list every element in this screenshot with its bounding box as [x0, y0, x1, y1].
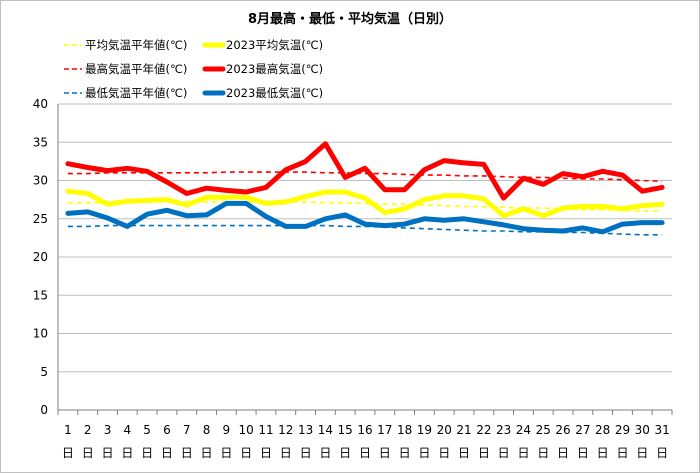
x-tick-suffix: 日: [597, 446, 609, 460]
x-tick-suffix: 日: [537, 446, 549, 460]
x-tick-label: 30: [635, 423, 650, 437]
x-tick-suffix: 日: [636, 446, 648, 460]
legend-label-4: 2023最高気温(℃): [226, 62, 323, 76]
y-tick-label: 20: [33, 250, 48, 264]
x-tick-label: 27: [575, 423, 590, 437]
series-line-4: [65, 141, 665, 201]
x-tick-label: 16: [357, 423, 372, 437]
x-tick-suffix: 日: [102, 446, 114, 460]
x-tick-label: 10: [239, 423, 254, 437]
x-tick-label: 7: [183, 423, 191, 437]
series-layer: [65, 141, 665, 236]
y-tick-label: 40: [33, 97, 48, 111]
x-tick-suffix: 日: [478, 446, 490, 460]
x-tick-label: 1: [64, 423, 72, 437]
x-tick-suffix: 日: [616, 446, 628, 460]
x-tick-suffix: 日: [656, 446, 668, 460]
x-tick-label: 5: [143, 423, 151, 437]
x-tick-label: 17: [377, 423, 392, 437]
x-tick-label: 2: [84, 423, 92, 437]
x-tick-suffix: 日: [458, 446, 470, 460]
axis-layer: 05101520253035401日2日3日4日5日6日7日8日9日10日11日…: [33, 97, 673, 460]
x-tick-suffix: 日: [399, 446, 411, 460]
legend-label-1: 平均気温平年値(℃): [85, 38, 187, 52]
x-tick-label: 15: [338, 423, 353, 437]
series-line-6: [65, 200, 665, 235]
x-tick-label: 23: [496, 423, 511, 437]
x-tick-label: 21: [456, 423, 471, 437]
x-tick-suffix: 日: [62, 446, 74, 460]
y-tick-label: 0: [40, 403, 48, 417]
x-tick-suffix: 日: [438, 446, 450, 460]
legend-label-3: 最高気温平年値(℃): [85, 62, 187, 76]
x-tick-label: 31: [654, 423, 669, 437]
grid-layer: [58, 103, 672, 411]
y-tick-label: 30: [33, 174, 48, 188]
x-tick-label: 12: [278, 423, 293, 437]
x-tick-suffix: 日: [161, 446, 173, 460]
legend-label-5: 最低気温平年値(℃): [85, 86, 187, 100]
x-tick-suffix: 日: [359, 446, 371, 460]
x-tick-suffix: 日: [201, 446, 213, 460]
legend-label-2: 2023平均気温(℃): [226, 38, 323, 52]
x-tick-label: 9: [223, 423, 231, 437]
x-tick-suffix: 日: [260, 446, 272, 460]
x-tick-suffix: 日: [141, 446, 153, 460]
x-tick-suffix: 日: [82, 446, 94, 460]
y-tick-label: 5: [40, 365, 48, 379]
y-tick-label: 25: [33, 212, 48, 226]
x-tick-label: 29: [615, 423, 630, 437]
x-tick-label: 11: [258, 423, 273, 437]
x-tick-label: 18: [397, 423, 412, 437]
x-tick-label: 6: [163, 423, 171, 437]
series-line-3: [67, 171, 663, 183]
y-tick-label: 35: [33, 135, 48, 149]
series-line-2: [65, 188, 665, 219]
legend-label-6: 2023最低気温(℃): [226, 86, 323, 100]
x-tick-suffix: 日: [379, 446, 391, 460]
x-tick-suffix: 日: [220, 446, 232, 460]
x-tick-suffix: 日: [121, 446, 133, 460]
x-tick-suffix: 日: [300, 446, 312, 460]
chart-title: 8月最高・最低・平均気温（日別）: [248, 11, 452, 27]
x-tick-suffix: 日: [319, 446, 331, 460]
x-tick-suffix: 日: [557, 446, 569, 460]
x-tick-label: 19: [417, 423, 432, 437]
x-tick-label: 25: [536, 423, 551, 437]
x-tick-label: 3: [104, 423, 112, 437]
x-tick-suffix: 日: [498, 446, 510, 460]
x-tick-suffix: 日: [280, 446, 292, 460]
x-tick-label: 26: [555, 423, 570, 437]
y-tick-label: 15: [33, 288, 48, 302]
y-tick-label: 10: [33, 327, 48, 341]
x-tick-label: 20: [437, 423, 452, 437]
x-tick-label: 24: [516, 423, 531, 437]
x-tick-label: 22: [476, 423, 491, 437]
x-tick-suffix: 日: [517, 446, 529, 460]
x-tick-suffix: 日: [240, 446, 252, 460]
x-tick-suffix: 日: [339, 446, 351, 460]
x-tick-label: 4: [124, 423, 132, 437]
legend: 平均気温平年値(℃) 2023平均気温(℃) 最高気温平年値(℃) 2023最高気温(…: [64, 38, 323, 100]
x-tick-label: 28: [595, 423, 610, 437]
x-tick-suffix: 日: [577, 446, 589, 460]
x-tick-label: 13: [298, 423, 313, 437]
x-tick-suffix: 日: [181, 446, 193, 460]
x-tick-suffix: 日: [418, 446, 430, 460]
x-tick-label: 14: [318, 423, 333, 437]
x-tick-label: 8: [203, 423, 211, 437]
